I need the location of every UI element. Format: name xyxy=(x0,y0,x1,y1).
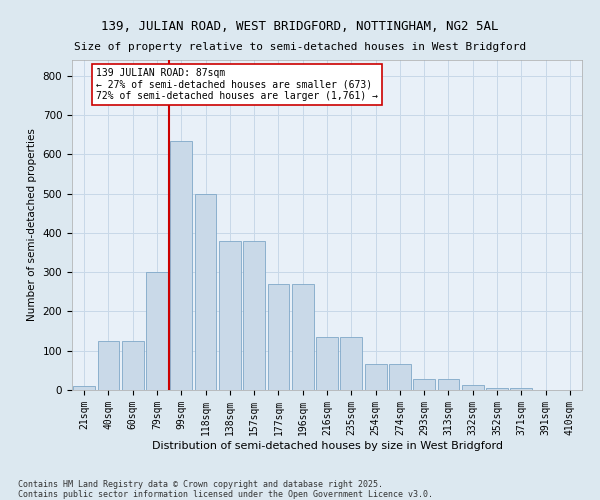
Text: 139 JULIAN ROAD: 87sqm
← 27% of semi-detached houses are smaller (673)
72% of se: 139 JULIAN ROAD: 87sqm ← 27% of semi-det… xyxy=(96,68,378,101)
Bar xyxy=(219,240,241,390)
Bar xyxy=(194,194,217,390)
Bar xyxy=(365,364,386,390)
Bar xyxy=(268,284,289,390)
Bar xyxy=(486,388,508,390)
Bar xyxy=(170,140,192,390)
Bar xyxy=(413,380,435,390)
Bar xyxy=(462,385,484,390)
Y-axis label: Number of semi-detached properties: Number of semi-detached properties xyxy=(27,128,37,322)
X-axis label: Distribution of semi-detached houses by size in West Bridgford: Distribution of semi-detached houses by … xyxy=(151,440,503,450)
Bar xyxy=(340,337,362,390)
Bar xyxy=(73,386,95,390)
Bar xyxy=(122,341,143,390)
Bar xyxy=(97,341,119,390)
Bar xyxy=(292,284,314,390)
Bar xyxy=(511,388,532,390)
Text: Contains HM Land Registry data © Crown copyright and database right 2025.
Contai: Contains HM Land Registry data © Crown c… xyxy=(18,480,433,499)
Bar xyxy=(146,272,168,390)
Bar xyxy=(316,337,338,390)
Bar xyxy=(437,380,460,390)
Bar xyxy=(389,364,411,390)
Bar xyxy=(243,240,265,390)
Text: Size of property relative to semi-detached houses in West Bridgford: Size of property relative to semi-detach… xyxy=(74,42,526,52)
Text: 139, JULIAN ROAD, WEST BRIDGFORD, NOTTINGHAM, NG2 5AL: 139, JULIAN ROAD, WEST BRIDGFORD, NOTTIN… xyxy=(101,20,499,33)
